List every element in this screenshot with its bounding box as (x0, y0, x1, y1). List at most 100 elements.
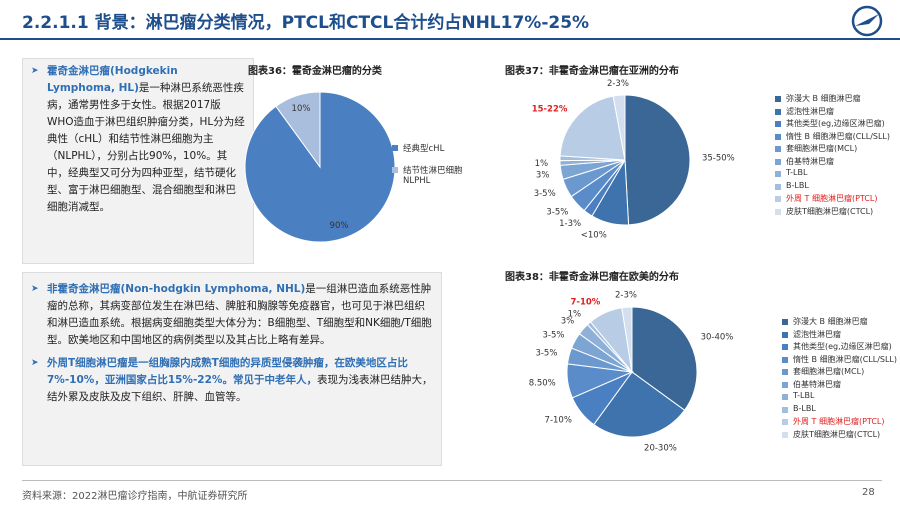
slice-label: 30-40% (701, 333, 734, 343)
legend-label: 结节性淋巴细胞NLPHL (403, 166, 463, 186)
legend-item: 伯基特淋巴瘤 (782, 379, 900, 390)
slide-title: 2.2.1.1 背景：淋巴瘤分类情况，PTCL和CTCL合计约占NHL17%-2… (22, 13, 590, 33)
legend-swatch (782, 319, 788, 325)
pie-slice (612, 94, 626, 161)
legend-item: 滤泡性淋巴瘤 (775, 106, 895, 117)
legend-label: 伯基特淋巴瘤 (786, 156, 834, 166)
pie-slice (631, 306, 698, 411)
slice-label: 7-10% (571, 297, 601, 307)
legend-swatch (782, 394, 788, 400)
nhl-box: 非霍奇金淋巴瘤(Non-hodgkin Lymphoma, NHL)是一组淋巴造… (22, 272, 442, 466)
legend-swatch (775, 171, 781, 177)
legend-item: B-LBL (782, 404, 900, 413)
header-rule (0, 38, 900, 40)
legend-label: T-LBL (786, 168, 808, 177)
slice-label: 7-10% (545, 416, 572, 426)
legend-swatch (782, 381, 788, 388)
legend-item: 外周 T 细胞淋巴瘤(PTCL) (775, 193, 895, 204)
legend-label: 外周 T 细胞淋巴瘤(PTCL) (786, 194, 878, 203)
pie-slice (624, 94, 691, 226)
legend-label: B-LBL (793, 403, 816, 413)
pie-slice (275, 91, 321, 169)
legend-label: 滤泡性淋巴瘤 (786, 106, 834, 116)
legend-item: 惰性 B 细胞淋巴瘤(CLL/SLL) (782, 354, 900, 365)
slice-label: 3-5% (534, 189, 556, 199)
pie-slice (621, 306, 633, 373)
legend-label: 弥漫大 B 细胞淋巴瘤 (786, 94, 861, 103)
logo (851, 5, 883, 37)
legend-swatch (775, 121, 781, 127)
text-run: 是一组淋巴造血系统恶性肿瘤的总称，其病变部位发生在淋巴结、脾脏和胸腺等免疫器官，… (47, 283, 432, 346)
legend-swatch (782, 369, 788, 375)
legend-label: 惰性 B 细胞淋巴瘤(CLL/SLL) (786, 131, 891, 141)
legend-swatch (775, 196, 781, 202)
legend-swatch (775, 208, 781, 215)
legend-item: B-LBL (775, 181, 895, 190)
legend-label: 皮肤T细胞淋巴瘤(CTCL) (793, 429, 881, 439)
legend-item: 皮肤T细胞淋巴瘤(CTCL) (782, 429, 900, 440)
legend-item: 经典型cHL (392, 142, 482, 154)
slice-label: <10% (581, 230, 607, 240)
legend-item: 其他类型(eg,边缘区淋巴瘤) (775, 118, 895, 129)
chart-title: 图表36：霍奇金淋巴瘤的分类 (248, 66, 382, 77)
legend-item: 其他类型(eg,边缘区淋巴瘤) (782, 341, 900, 352)
source: 资料来源：2022淋巴瘤诊疗指南，中航证券研究所 (22, 491, 248, 502)
legend-item: 外周 T 细胞淋巴瘤(PTCL) (782, 416, 900, 427)
slice-label: 3% (561, 317, 575, 327)
legend-item: 惰性 B 细胞淋巴瘤(CLL/SLL) (775, 131, 895, 142)
slice-label: 1% (535, 159, 549, 169)
text-run: 霍奇金淋巴瘤(Hodgkekin Lymphoma, HL) (47, 65, 178, 94)
legend-item: 滤泡性淋巴瘤 (782, 329, 900, 340)
legend-swatch (782, 431, 788, 438)
slice-label: 20-30% (644, 444, 677, 454)
footer-rule (22, 480, 882, 481)
legend-swatch (782, 331, 788, 338)
legend-label: 伯基特淋巴瘤 (793, 379, 841, 389)
legend-item: 弥漫大 B 细胞淋巴瘤 (775, 93, 895, 104)
slice-label: 10% (292, 104, 311, 114)
slice-label: 1-3% (559, 219, 581, 229)
slice-label: 1% (568, 310, 582, 320)
legend-label: 惰性 B 细胞淋巴瘤(CLL/SLL) (793, 354, 898, 364)
slice-label: 3-5% (543, 330, 565, 340)
text-run: 外周T细胞淋巴瘤是一组胸腺内成熟T细胞的异质型侵袭肿瘤，在欧美地区占比7%-10… (47, 357, 408, 386)
legend-item: T-LBL (782, 391, 900, 400)
legend-label: 套细胞淋巴瘤(MCL) (793, 367, 865, 376)
slice-label: 90% (330, 221, 349, 231)
slice-label: 15-22% (532, 104, 568, 114)
legend-label: 外周 T 细胞淋巴瘤(PTCL) (793, 417, 885, 426)
pie-slice (593, 371, 686, 438)
legend-swatch (782, 406, 788, 413)
legend-item: 套细胞淋巴瘤(MCL) (782, 366, 900, 377)
legend-label: 经典型cHL (403, 144, 445, 154)
page-number: 28 (862, 487, 875, 498)
legend-swatch (782, 419, 788, 425)
legend-item: 结节性淋巴细胞NLPHL (392, 164, 482, 186)
legend-label: 弥漫大 B 细胞淋巴瘤 (793, 317, 868, 326)
legend-swatch (775, 96, 781, 102)
legend-swatch (392, 167, 398, 173)
pie-slice (559, 95, 626, 161)
legend-label: T-LBL (793, 391, 815, 400)
legend-swatch (392, 145, 398, 151)
legend-swatch (775, 158, 781, 165)
legend-item: 套细胞淋巴瘤(MCL) (775, 143, 895, 154)
hl-box: 霍奇金淋巴瘤(Hodgkekin Lymphoma, HL)是一种淋巴系统恶性疾… (22, 58, 254, 264)
legend-item: 皮肤T细胞淋巴瘤(CTCL) (775, 206, 895, 217)
legend-label: 其他类型(eg,边缘区淋巴瘤) (786, 119, 885, 128)
legend-swatch (775, 108, 781, 115)
slice-label: 3-5% (535, 348, 557, 358)
legend-item: 伯基特淋巴瘤 (775, 156, 895, 167)
legend-label: 其他类型(eg,边缘区淋巴瘤) (793, 342, 892, 351)
slice-label: 3-5% (546, 208, 568, 218)
chart-title: 图表38：非霍奇金淋巴瘤在欧美的分布 (505, 272, 679, 283)
slice-label: 2-3% (615, 291, 637, 301)
legend-label: 滤泡性淋巴瘤 (793, 329, 841, 339)
legend-item: T-LBL (775, 168, 895, 177)
legend-label: B-LBL (786, 180, 809, 190)
legend-swatch (775, 183, 781, 190)
slice-label: 2-3% (607, 79, 629, 89)
legend-swatch (775, 146, 781, 152)
